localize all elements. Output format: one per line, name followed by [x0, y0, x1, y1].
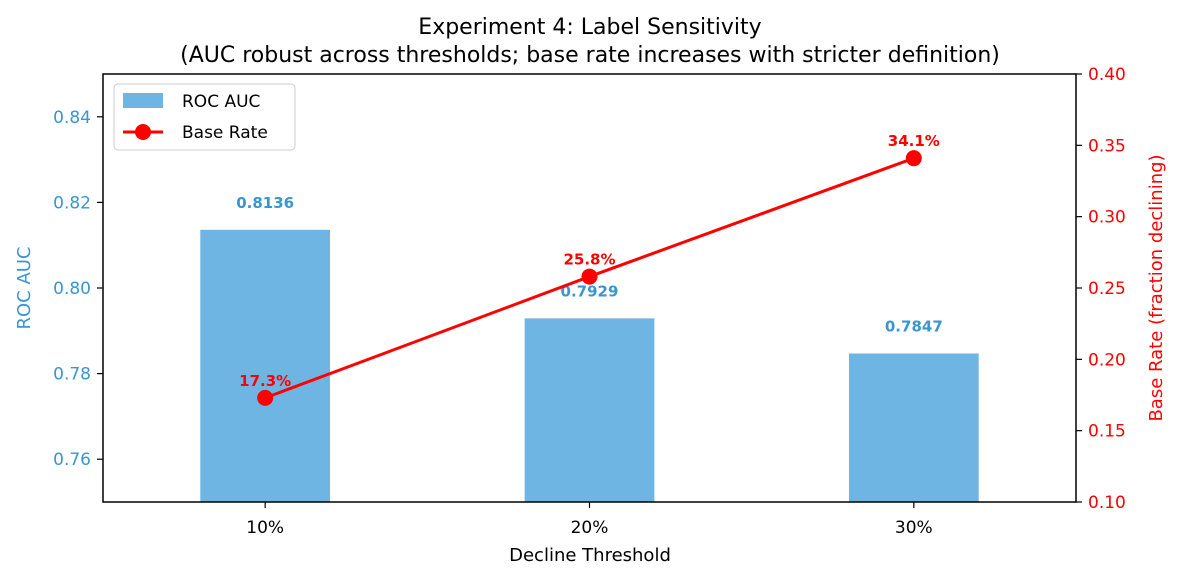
chart-title: Experiment 4: Label Sensitivity: [418, 15, 761, 40]
x-axis-label: Decline Threshold: [509, 545, 671, 566]
left-axis-tick-label-1: 0.78: [53, 365, 91, 385]
left-axis-tick-label-3: 0.82: [53, 193, 91, 213]
right-axis-tick-label-2: 0.20: [1088, 350, 1126, 370]
bar-value-label-2: 0.7847: [885, 317, 943, 335]
left-axis-tick-label-4: 0.84: [53, 108, 91, 128]
base-rate-marker-0: [257, 389, 274, 406]
right-axis-tick-label-1: 0.15: [1088, 422, 1126, 442]
base-rate-marker-2: [905, 150, 922, 167]
x-axis-tick-label-1: 20%: [571, 518, 609, 538]
plot-area: 0.76 0.78 0.80 0.82 0.84 0.10 0.15 0.20 0.25 0.30…: [53, 65, 1126, 538]
legend-label-base-rate: Base Rate: [182, 123, 268, 143]
base-rate-value-label-2: 34.1%: [888, 132, 940, 150]
legend-swatch-base-rate-marker: [135, 124, 151, 140]
legend: ROC AUC Base Rate: [113, 83, 296, 151]
right-axis-tick-label-0: 0.10: [1088, 493, 1126, 513]
x-axis-tick-label-2: 30%: [895, 518, 933, 538]
left-axis-tick-label-0: 0.76: [53, 450, 91, 470]
x-axis-tick-label-0: 10%: [246, 518, 284, 538]
base-rate-marker-1: [581, 268, 598, 285]
chart-subtitle: (AUC robust across thresholds; base rate…: [180, 43, 1000, 68]
base-rate-value-label-1: 25.8%: [563, 251, 615, 269]
base-rate-value-label-0: 17.3%: [239, 372, 291, 390]
plot-frame: [102, 73, 1077, 503]
bar-roc-auc-2: [848, 353, 979, 502]
bar-roc-auc-1: [524, 318, 655, 502]
bar-roc-auc-0: [200, 229, 331, 503]
left-axis-tick-label-2: 0.80: [53, 279, 91, 299]
right-axis-tick-label-6: 0.40: [1088, 65, 1126, 85]
legend-label-roc-auc: ROC AUC: [182, 92, 260, 112]
bar-value-label-0: 0.8136: [236, 194, 294, 212]
right-axis-tick-label-4: 0.30: [1088, 208, 1126, 228]
right-axis-tick-label-5: 0.35: [1088, 136, 1126, 156]
right-axis-label: Base Rate (fraction declining): [1146, 154, 1167, 421]
bar-value-label-1: 0.7929: [561, 282, 619, 300]
legend-swatch-roc-auc: [123, 93, 163, 108]
right-axis-tick-label-3: 0.25: [1088, 279, 1126, 299]
left-axis-label: ROC AUC: [14, 246, 35, 329]
